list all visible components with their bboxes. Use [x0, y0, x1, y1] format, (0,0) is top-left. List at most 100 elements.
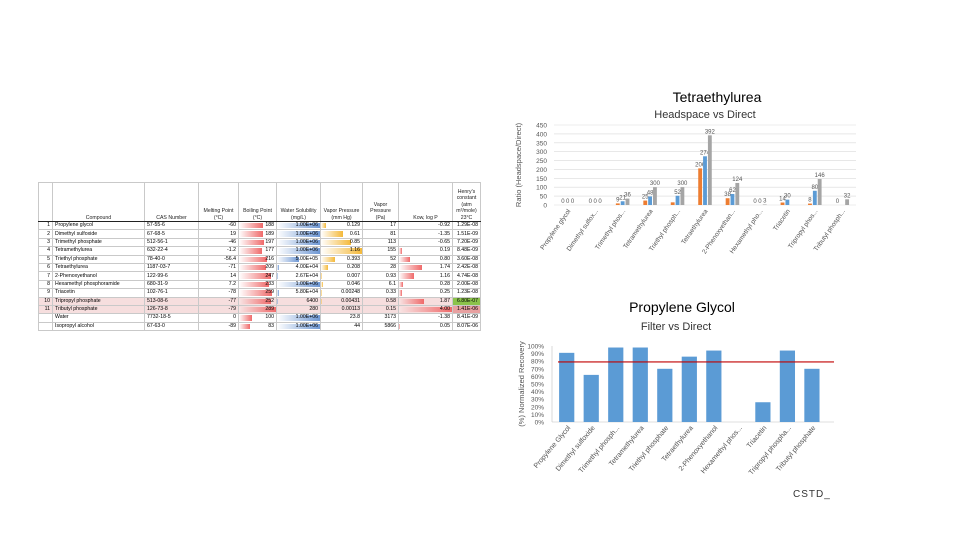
y-tick-label: 30%: [531, 397, 544, 404]
table-cell-ws: 5.00E+05: [276, 254, 321, 264]
table-row: 8 Hexamethyl phosphoramide 680-31-9 7.2 233 1…: [38, 279, 481, 290]
table-cell-vppa: 155: [362, 246, 399, 256]
cell-value: 0.129: [347, 222, 360, 229]
headspace-vs-direct-chart: Tetraethylurea Headspace vs Direct 0 50 100 1…: [514, 89, 856, 255]
cell-value: 2: [47, 230, 50, 237]
table-cell-logp: 0.28: [398, 279, 453, 290]
table-cell-henry: 1.23E-08: [452, 288, 481, 298]
data-label: 206: [695, 162, 706, 168]
cell-value: 8.07E-06: [456, 322, 478, 329]
cell-value: 3.60E-08: [456, 255, 478, 262]
bar-series-1: [698, 168, 703, 205]
cell-value: 512-56-1: [147, 238, 168, 245]
data-label: 146: [815, 173, 826, 179]
cell-data-bar: [277, 231, 320, 237]
table-cell-henry: 1.51E-09: [452, 229, 481, 239]
cell-data-bar: [239, 323, 250, 330]
table-cell-logp: 1.16: [398, 271, 453, 281]
data-label: 124: [732, 177, 743, 183]
bar-series-1: [725, 198, 730, 205]
y-tick-label: 60%: [531, 374, 544, 381]
table-cell-bp: 177: [238, 246, 277, 256]
cell-value: 189: [265, 230, 274, 237]
table-cell-henry: 2.42E-08: [452, 262, 481, 273]
cell-value: 11: [44, 306, 50, 313]
data-label: 0: [589, 199, 593, 205]
cell-data-bar: [277, 315, 320, 321]
y-tick-label: 100: [536, 185, 547, 192]
table-cell-vppa: 0.93: [362, 271, 399, 281]
cell-data-bar: [321, 248, 362, 254]
cell-data-bar: [321, 239, 352, 246]
table-row: 6 Tetraethylurea 1187-03-7 -71 209 4.00E+04 0.…: [38, 262, 481, 273]
cell-data-bar: [399, 248, 402, 254]
cell-value: 1.00E+06: [295, 238, 318, 245]
bar-series-3: [680, 187, 685, 205]
y-tick-label: 450: [536, 123, 547, 130]
table-cell-cas: 126-73-8: [144, 304, 199, 315]
cell-value: 0.28: [439, 280, 450, 287]
table-row: 5 Triethyl phosphate 78-40-0 -56.4 216 5.00E+…: [38, 254, 481, 264]
table-cell-bp: 289: [238, 304, 277, 315]
cell-value: 0.00431: [341, 297, 360, 304]
cell-value: 0: [233, 314, 236, 321]
col-header-henry: Henry's constant (atm m³/mole) 23°C: [452, 182, 481, 222]
data-label: 52: [674, 190, 681, 196]
table-cell-logp: 1.87: [398, 296, 453, 306]
cell-value: 122-99-6: [147, 272, 168, 279]
cell-value: 57-55-6: [147, 222, 165, 229]
y-tick-label: 300: [536, 149, 547, 156]
cell-data-bar: [399, 281, 403, 288]
properties-table-region: Compound CAS Number Melting Point (°C) B…: [38, 182, 481, 332]
cell-value: Water: [55, 314, 69, 321]
cell-value: 4.00E+04: [295, 264, 318, 271]
table-cell-idx: [38, 313, 53, 323]
table-cell-cas: 1187-03-7: [144, 262, 199, 273]
table-row: 9 Triacetin 102-76-1 -78 259 5.80E+04 0.00248 0…: [38, 288, 481, 298]
table-cell-bp: 100: [238, 313, 277, 323]
cell-data-bar: [321, 281, 323, 288]
data-label: 0: [594, 199, 598, 205]
cell-value: 8.41E-09: [456, 314, 478, 321]
table-cell-cas: 513-08-6: [144, 296, 199, 306]
cell-data-bar: [399, 256, 410, 262]
cell-value: 0.61: [349, 230, 360, 237]
table-cell-henry: 1.41E-06: [452, 304, 481, 315]
y-tick-label: 40%: [531, 389, 544, 396]
col-header-melting-point: Melting Point (°C): [198, 182, 239, 222]
cell-value: Dimethyl sulfoxide: [55, 230, 98, 237]
compound-properties-table: Compound CAS Number Melting Point (°C) B…: [38, 182, 481, 332]
data-label: 14: [779, 197, 786, 203]
col-header-vapor-pressure-pa: Vapor Pressure (Pa): [362, 182, 399, 222]
bar-series-2: [812, 190, 817, 205]
y-tick-label: 50: [540, 194, 548, 201]
cell-value: 1.87: [439, 297, 450, 304]
table-cell-vppa: 17: [362, 220, 399, 231]
y-axis-label: (%) Normalized Recovery: [517, 341, 526, 427]
col-header-index: [38, 182, 53, 222]
cell-value: 5.00E+05: [295, 255, 318, 262]
cell-data-bar: [321, 256, 335, 262]
table-cell-cas: 102-76-1: [144, 288, 199, 298]
y-tick-label: 80%: [531, 359, 544, 366]
cell-value: 78-40-0: [147, 255, 165, 262]
table-cell-idx: 1: [38, 220, 53, 231]
cell-value: Tripropyl phosphate: [55, 297, 101, 304]
cell-value: 209: [265, 264, 274, 271]
table-row: 11 Tributyl phosphate 126-73-8 -79 289 280 0.0…: [38, 304, 481, 315]
table-cell-henry: 7.20E-09: [452, 237, 481, 248]
table-cell-vpmm: 0.85: [320, 237, 363, 248]
data-label: 300: [650, 181, 661, 187]
bar-series-3: [762, 204, 767, 205]
chart-subtitle: Filter vs Direct: [641, 321, 711, 333]
col-header-boiling-point: Boiling Point (°C): [238, 182, 277, 222]
cell-value: -77: [228, 297, 237, 304]
recovery-bar: [681, 356, 697, 422]
table-cell-idx: 4: [38, 246, 53, 256]
cell-value: 100: [265, 314, 274, 321]
table-cell-idx: 7: [38, 271, 53, 281]
cell-data-bar: [399, 306, 452, 313]
table-cell-idx: 11: [38, 304, 53, 315]
cell-value: 102-76-1: [147, 289, 168, 296]
cell-value: 2.00E-08: [456, 280, 478, 287]
